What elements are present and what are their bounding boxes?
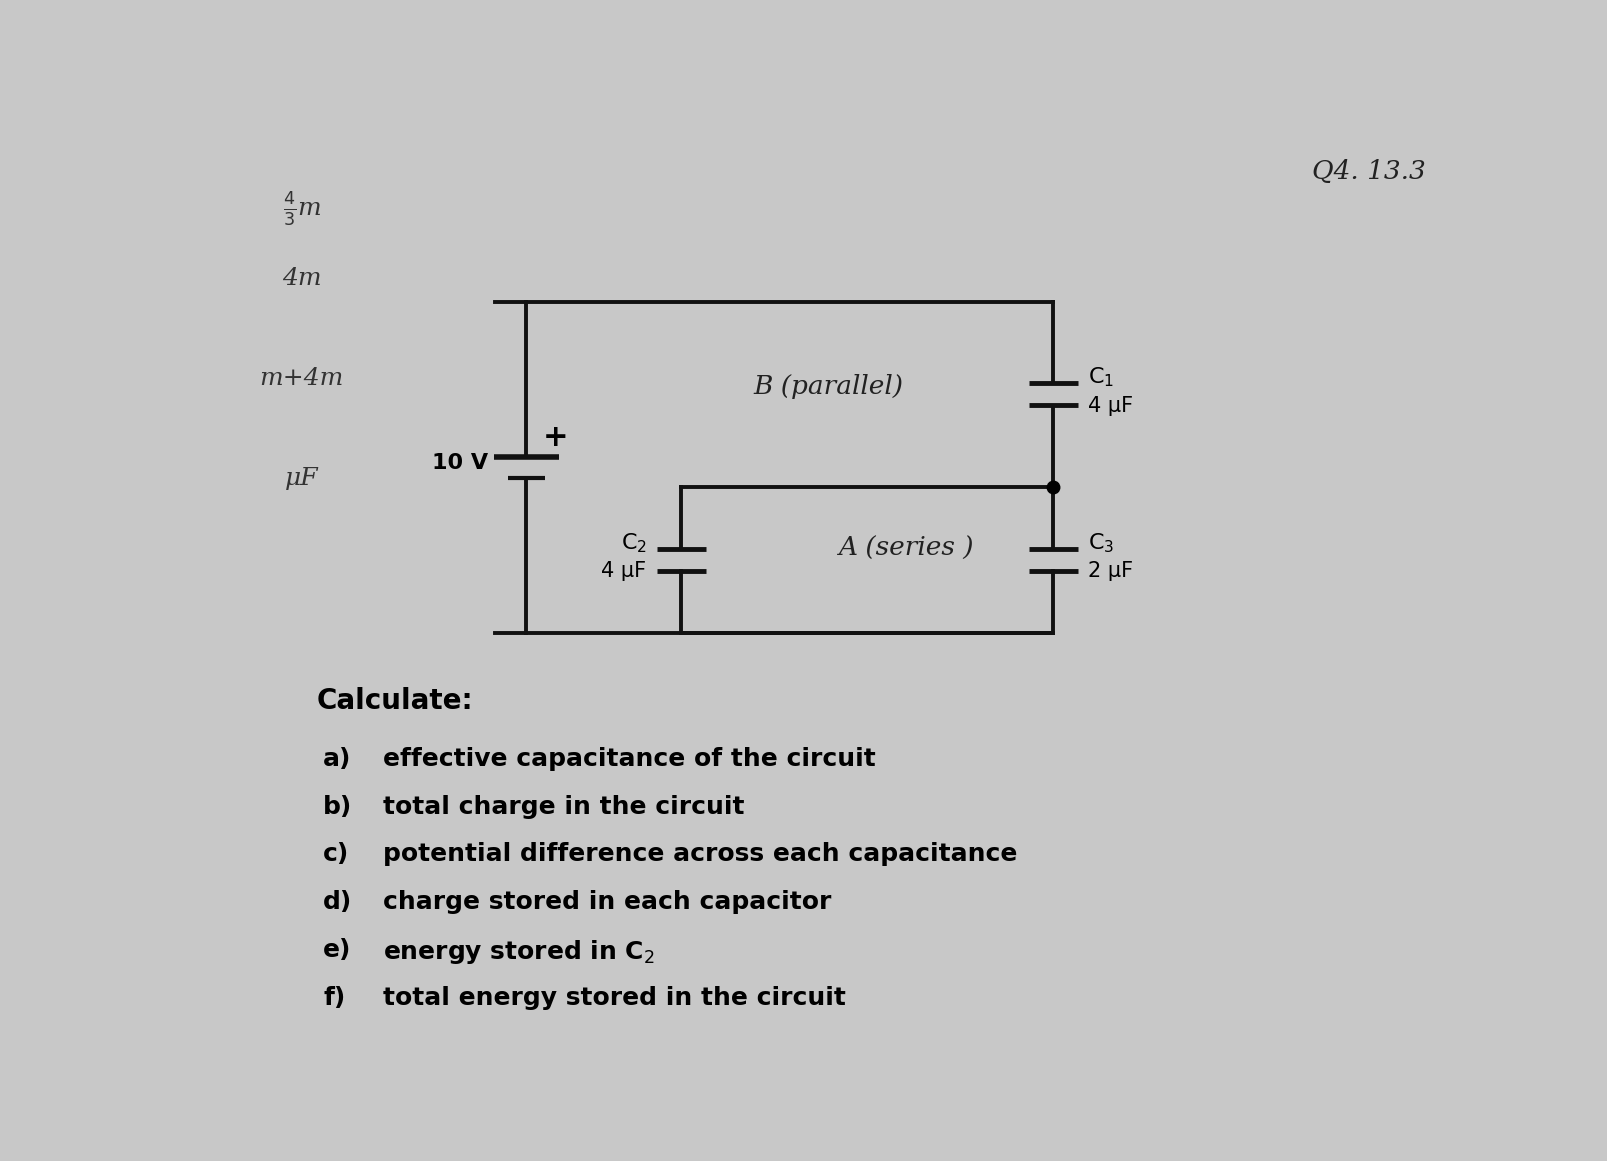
Text: Q4. 13.3: Q4. 13.3 (1311, 159, 1425, 185)
Text: a): a) (323, 747, 352, 771)
Text: c): c) (323, 843, 350, 866)
Text: d): d) (323, 890, 352, 914)
Text: 10 V: 10 V (432, 454, 487, 474)
Text: total charge in the circuit: total charge in the circuit (382, 794, 744, 819)
Text: C$_1$: C$_1$ (1088, 366, 1114, 389)
Text: C$_2$: C$_2$ (620, 531, 646, 555)
Text: 4 μF: 4 μF (1088, 396, 1133, 416)
Text: f): f) (323, 986, 346, 1010)
Text: e): e) (323, 938, 352, 961)
Text: 2 μF: 2 μF (1088, 561, 1133, 582)
Text: B (parallel): B (parallel) (754, 374, 903, 399)
Text: total energy stored in the circuit: total energy stored in the circuit (382, 986, 845, 1010)
Text: $\frac{4}{3}$m: $\frac{4}{3}$m (283, 190, 321, 229)
Text: μF: μF (284, 468, 318, 490)
Text: potential difference across each capacitance: potential difference across each capacit… (382, 843, 1017, 866)
Text: 4 μF: 4 μF (601, 561, 646, 582)
Text: 4m: 4m (281, 267, 321, 290)
Text: charge stored in each capacitor: charge stored in each capacitor (382, 890, 831, 914)
Text: effective capacitance of the circuit: effective capacitance of the circuit (382, 747, 876, 771)
Text: A (series ): A (series ) (839, 535, 974, 561)
Text: b): b) (323, 794, 352, 819)
Text: Calculate:: Calculate: (317, 687, 474, 715)
Text: +: + (543, 423, 569, 452)
Text: m+4m: m+4m (259, 367, 344, 390)
Text: energy stored in C$_2$: energy stored in C$_2$ (382, 938, 656, 966)
Text: C$_3$: C$_3$ (1088, 531, 1115, 555)
